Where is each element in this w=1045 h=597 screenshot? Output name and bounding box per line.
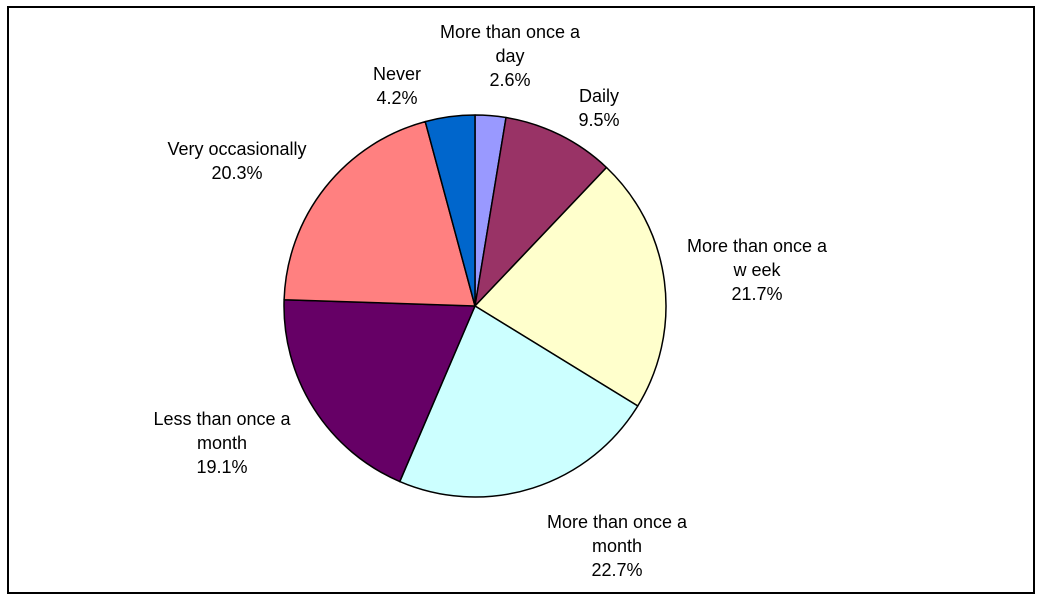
- slice-label-less-than-once-a-month: Less than once a month 19.1%: [153, 409, 291, 477]
- slice-label-more-than-once-a-month: More than once a month 22.7%: [546, 512, 688, 580]
- pie-slice-very-occasionally: [283, 120, 476, 307]
- slice-label-very-occasionally: Very occasionally 20.3%: [167, 139, 307, 183]
- pie-slice-more-than-once-a-month: [399, 305, 639, 498]
- slice-label-more-than-once-a-day: More than once a day 2.6%: [439, 22, 581, 90]
- pie-slice-less-than-once-a-month: [283, 298, 476, 483]
- pie-chart: [283, 114, 667, 498]
- pie-slice-more-than-once-a-w-eek: [474, 166, 667, 407]
- slice-label-never: Never 4.2%: [372, 64, 422, 108]
- slice-label-more-than-once-a-week: More than once a w eek 21.7%: [686, 236, 828, 304]
- slice-label-daily: Daily 9.5%: [578, 86, 620, 130]
- pie-slice-daily: [474, 116, 608, 307]
- pie-slice-never: [424, 114, 476, 307]
- chart-frame: More than once a day 2.6% Daily 9.5% Mor…: [7, 6, 1035, 594]
